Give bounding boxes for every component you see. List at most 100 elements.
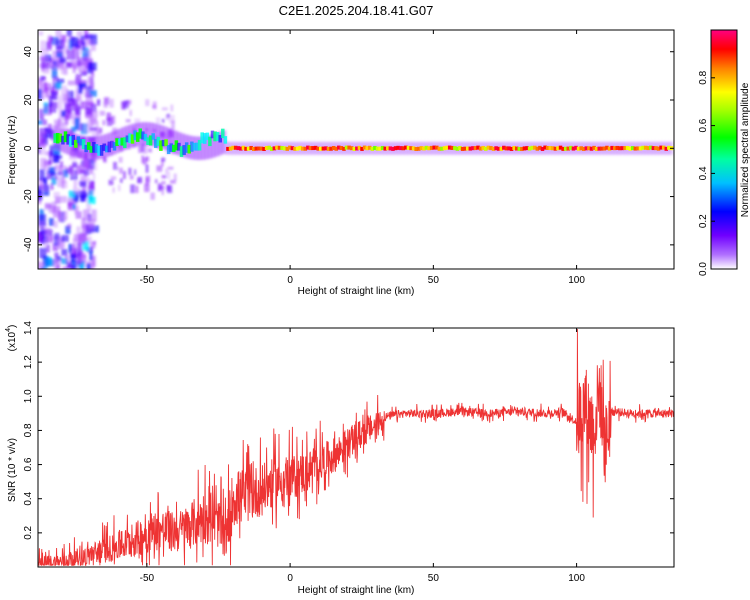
heatmap-cell-118	[51, 64, 57, 70]
heatmap-cell-248	[80, 174, 88, 182]
heatmap-cell-866	[429, 145, 434, 150]
colorbar-gradient	[710, 29, 738, 270]
x-tick-label: 0	[287, 573, 293, 584]
heatmap-cell-773	[190, 141, 194, 152]
heatmap-cell-322	[43, 81, 48, 93]
heatmap-cell-585	[207, 135, 213, 159]
heatmap-cell-869	[437, 146, 442, 151]
heatmap-cell-312	[65, 255, 70, 264]
heatmap-cell-345	[46, 244, 50, 253]
heatmap-cell-810	[285, 146, 289, 151]
heatmap-cell-357	[62, 35, 66, 48]
heatmap-cell-91	[47, 57, 54, 69]
heatmap-cell-430	[106, 117, 113, 126]
x-tick-label: -50	[140, 275, 155, 286]
heatmap-cell-848	[383, 146, 387, 151]
colorbar-tick-label: 0.6	[698, 118, 709, 132]
heatmap-cell-778	[202, 133, 207, 144]
heatmap-cell-334	[87, 236, 92, 246]
heatmap-cell-933	[602, 146, 607, 151]
heatmap-cell-288	[70, 260, 77, 269]
heatmap-cell-318	[91, 209, 97, 222]
heatmap-cell-886	[481, 145, 485, 150]
heatmap-cell-477	[108, 179, 114, 186]
heatmap-cell-355	[70, 112, 75, 119]
heatmap-cell-224	[41, 66, 49, 73]
heatmap-cell-256	[43, 239, 48, 250]
heatmap-cell-266	[85, 159, 92, 168]
heatmap-cell-514	[152, 105, 157, 109]
snr-y-ticks: 0.2 0.4 0.6 0.8 1.0 1.2 1.4	[23, 321, 674, 540]
heatmap-cell-244	[56, 50, 63, 58]
heatmap-cell-870	[440, 146, 444, 151]
heatmap-cell-458	[168, 114, 175, 124]
heatmap-cell-804	[270, 146, 274, 151]
heatmap-cell-867	[432, 145, 436, 150]
heatmap-cell-387	[89, 126, 98, 131]
heatmap-cell-386	[40, 75, 45, 81]
heatmap-cell-776	[197, 139, 202, 151]
heatmap-cell-138	[47, 123, 52, 134]
heatmap-cell-29	[55, 30, 62, 40]
heatmap-cell-390	[38, 88, 41, 100]
heatmap-cell-847	[380, 145, 385, 150]
heatmap-cell-192	[40, 235, 45, 245]
heatmap-cell-220	[60, 196, 67, 203]
heatmap-cell-300	[72, 204, 76, 210]
heatmap-cell-373	[53, 259, 61, 265]
heatmap-cell-347	[38, 177, 43, 190]
heatmap-cell-88	[82, 209, 90, 221]
heatmap-cell-264	[79, 260, 85, 269]
heatmap-cell-911	[545, 145, 550, 150]
heatmap-cell-354	[38, 262, 45, 269]
heatmap-cell-398	[43, 177, 48, 186]
heatmap-cell-755	[143, 133, 148, 142]
heatmap-cell-743	[112, 142, 117, 151]
heatmap-cell-914	[553, 146, 558, 151]
heatmap-cell-173	[74, 204, 79, 216]
heatmap-cell-195	[54, 252, 59, 264]
heatmap-cell-428	[134, 118, 141, 127]
heatmap-cell-313	[66, 262, 72, 268]
heatmap-cell-253	[48, 160, 52, 165]
heatmap-cell-754	[141, 131, 145, 140]
heatmap-cell-813	[293, 146, 297, 151]
heatmap-cell-907	[535, 146, 540, 151]
heatmap-cell-520	[161, 118, 165, 123]
heatmap-cell-412	[56, 122, 64, 128]
heatmap-cell-330	[82, 56, 89, 66]
heatmap-cell-812	[290, 146, 295, 151]
heatmap-cell-437	[145, 164, 149, 173]
heatmap-cell-730	[79, 139, 83, 146]
svg-text:(x104): (x104)	[5, 325, 18, 352]
heatmap-cell-772	[187, 144, 192, 154]
colorbar-tick-label: 0.4	[698, 166, 709, 180]
heatmap-cell-807	[277, 145, 282, 150]
heatmap-cell-779	[205, 132, 210, 141]
heatmap-cell-301	[66, 62, 72, 69]
heatmap-cell-267	[52, 153, 60, 164]
heatmap-cell-777	[200, 132, 204, 144]
heatmap-cell-780	[208, 136, 212, 147]
heatmap-cell-805	[272, 146, 277, 151]
heatmap-cell-884	[476, 145, 480, 150]
heatmap-cell-894	[502, 145, 506, 150]
heatmap-cell-411	[80, 236, 88, 242]
heatmap-cell-720	[53, 133, 57, 143]
heatmap-cell-142	[60, 85, 67, 96]
heatmap-cell-65	[54, 175, 58, 180]
heatmap-cell-926	[584, 146, 589, 151]
heatmap-cell-728	[74, 139, 78, 148]
heatmap-cell-467	[156, 165, 163, 172]
heatmap-cell-525	[161, 188, 164, 196]
heatmap-cell-763	[164, 139, 168, 147]
heatmap-cell-83	[83, 261, 89, 268]
heatmap-cell-299	[55, 39, 64, 50]
heatmap-cell-446	[167, 185, 173, 194]
heatmap-cell-518	[96, 127, 101, 136]
heatmap-cell-748	[125, 135, 130, 143]
heatmap-cell-34	[68, 190, 75, 198]
heatmap-cell-843	[370, 146, 375, 151]
heatmap-cell-103	[65, 225, 71, 234]
heatmap-cell-332	[79, 169, 85, 175]
